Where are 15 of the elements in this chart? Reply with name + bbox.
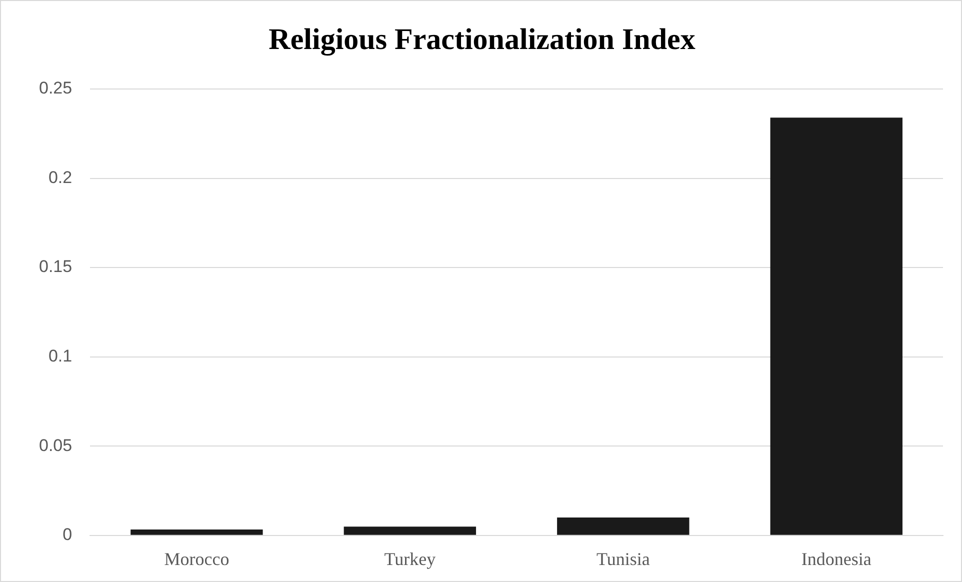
x-tick-label: Morocco	[164, 548, 230, 569]
x-tick-label: Tunisia	[596, 548, 650, 569]
bar	[770, 118, 902, 535]
x-tick-label: Indonesia	[801, 548, 872, 569]
y-tick-label: 0.25	[38, 78, 72, 98]
y-tick-label: 0.05	[38, 436, 72, 455]
x-tick-label: Turkey	[384, 548, 436, 569]
y-tick-label: 0	[62, 525, 72, 544]
y-tick-label: 0.2	[48, 168, 72, 187]
bar	[344, 526, 476, 535]
bar	[557, 518, 690, 535]
bar	[130, 530, 263, 535]
y-tick-label: 0.15	[38, 257, 72, 276]
chart-title: Religious Fractionalization Index	[268, 22, 696, 56]
y-tick-label: 0.1	[48, 346, 72, 366]
